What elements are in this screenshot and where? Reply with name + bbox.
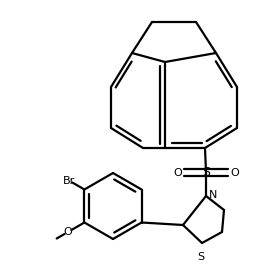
Text: S: S (202, 166, 210, 180)
Text: O: O (173, 168, 182, 178)
Text: Br: Br (63, 175, 75, 186)
Text: N: N (209, 190, 217, 200)
Text: O: O (64, 227, 72, 237)
Text: O: O (230, 168, 239, 178)
Text: S: S (197, 252, 205, 262)
